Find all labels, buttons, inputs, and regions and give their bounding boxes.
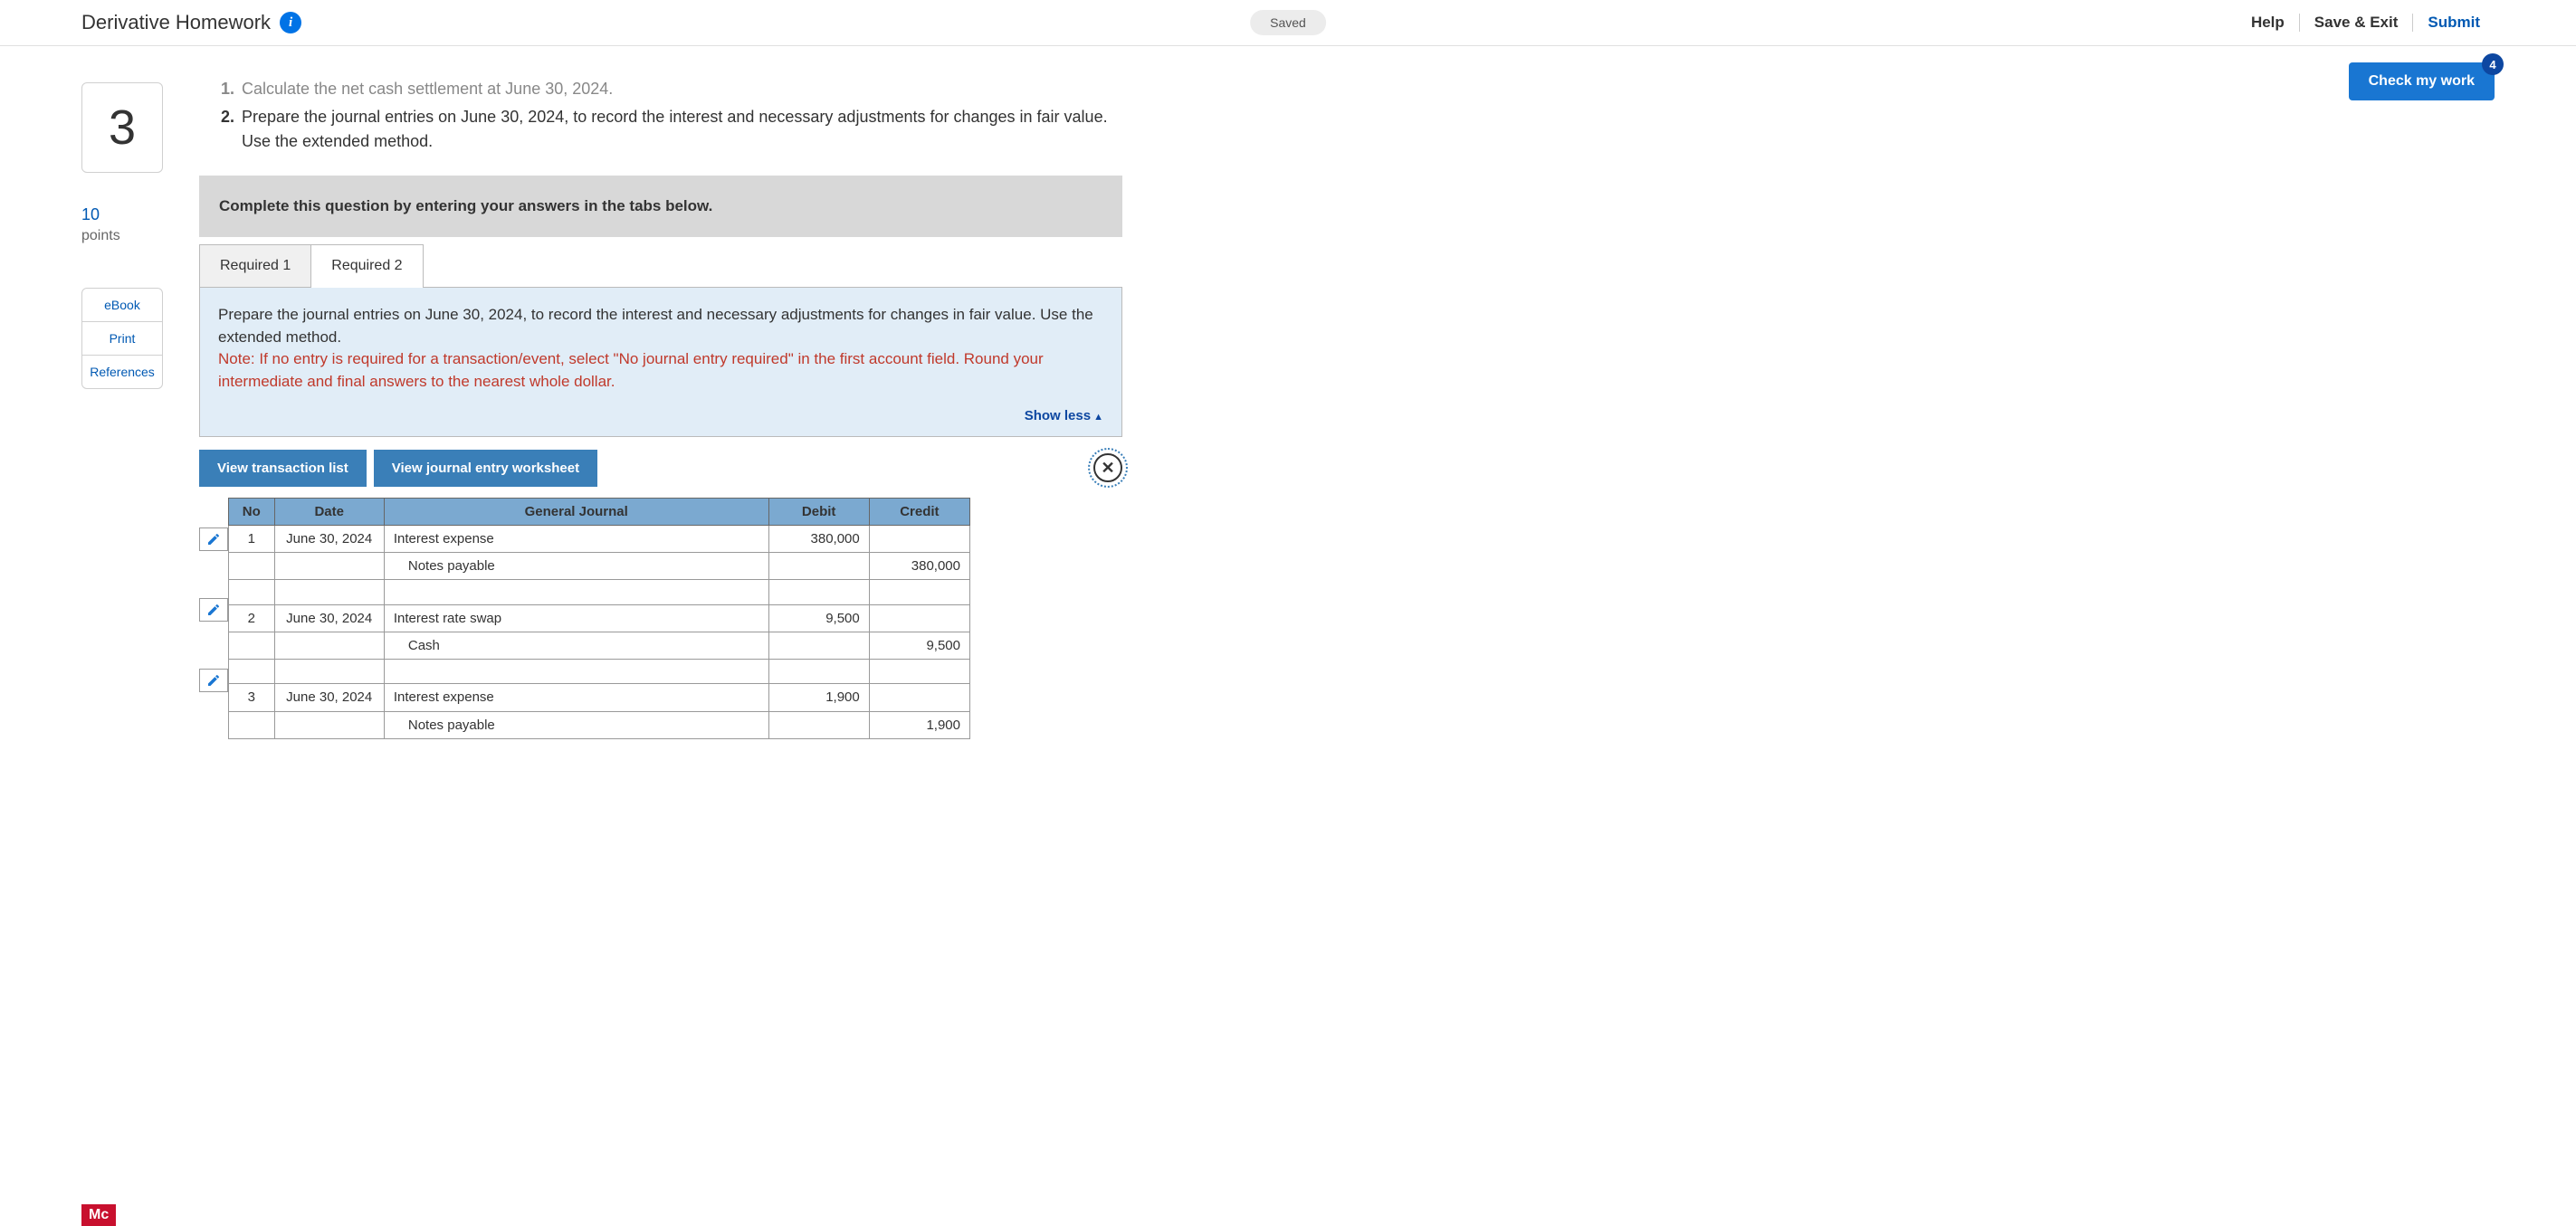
table-row: Notes payable 380,000 — [229, 552, 970, 579]
edit-row-button[interactable] — [199, 598, 228, 622]
help-link[interactable]: Help — [2237, 14, 2299, 32]
col-header-general-journal: General Journal — [384, 498, 768, 525]
cell-debit[interactable] — [768, 632, 869, 659]
cell-no[interactable] — [229, 711, 275, 738]
left-sidebar: 3 10 points eBook Print References — [81, 82, 163, 739]
cell-no[interactable]: 1 — [229, 525, 275, 552]
question-number-box: 3 — [81, 82, 163, 173]
references-link[interactable]: References — [82, 356, 162, 388]
tab-note: Note: If no entry is required for a tran… — [218, 348, 1103, 393]
instruction-1: 1. Calculate the net cash settlement at … — [221, 77, 1122, 101]
cell-account[interactable] — [384, 659, 768, 684]
edit-row-button[interactable] — [199, 527, 228, 551]
homework-title: Derivative Homework — [81, 11, 271, 34]
col-header-debit: Debit — [768, 498, 869, 525]
top-header: Derivative Homework i Saved Help Save & … — [0, 0, 2576, 46]
tab-required-2[interactable]: Required 2 — [310, 244, 423, 287]
cell-debit[interactable] — [768, 579, 869, 604]
submit-link[interactable]: Submit — [2413, 14, 2495, 32]
print-link[interactable]: Print — [82, 322, 162, 356]
cell-account[interactable]: Interest expense — [384, 684, 768, 711]
cell-no[interactable]: 2 — [229, 604, 275, 632]
content-column: 1. Calculate the net cash settlement at … — [199, 82, 1122, 739]
col-header-no: No — [229, 498, 275, 525]
col-header-credit: Credit — [869, 498, 969, 525]
attempts-badge: 4 — [2482, 53, 2504, 75]
cell-credit[interactable] — [869, 684, 969, 711]
cell-debit[interactable] — [768, 659, 869, 684]
tabs-row: Required 1 Required 2 — [199, 244, 1122, 288]
tab-required-1[interactable]: Required 1 — [199, 244, 311, 287]
cell-credit[interactable] — [869, 579, 969, 604]
cell-debit[interactable] — [768, 711, 869, 738]
table-row — [229, 579, 970, 604]
show-less-toggle[interactable]: Show less — [218, 408, 1103, 423]
edit-column — [199, 498, 228, 739]
cell-no[interactable] — [229, 632, 275, 659]
cell-no[interactable]: 3 — [229, 684, 275, 711]
cell-account[interactable]: Interest rate swap — [384, 604, 768, 632]
tab-instruction: Prepare the journal entries on June 30, … — [218, 304, 1103, 348]
table-row: 1June 30, 2024Interest expense380,000 — [229, 525, 970, 552]
cell-date[interactable] — [274, 659, 384, 684]
edit-row-button[interactable] — [199, 669, 228, 692]
cell-no[interactable] — [229, 552, 275, 579]
cell-credit[interactable] — [869, 659, 969, 684]
saved-status: Saved — [1250, 10, 1326, 35]
table-row: 3June 30, 2024Interest expense1,900 — [229, 684, 970, 711]
table-row: Notes payable 1,900 — [229, 711, 970, 738]
tab-content: Prepare the journal entries on June 30, … — [199, 288, 1122, 437]
close-icon[interactable]: ✕ — [1093, 453, 1122, 482]
tabs-banner: Complete this question by entering your … — [199, 176, 1122, 237]
cell-date[interactable] — [274, 632, 384, 659]
cell-account[interactable] — [384, 579, 768, 604]
table-row: Cash 9,500 — [229, 632, 970, 659]
publisher-logo: Mc — [81, 1204, 116, 1226]
cell-date[interactable] — [274, 579, 384, 604]
cell-credit[interactable] — [869, 525, 969, 552]
check-my-work-button[interactable]: Check my work 4 — [2349, 62, 2495, 100]
pencil-icon — [206, 532, 221, 546]
cell-date[interactable]: June 30, 2024 — [274, 684, 384, 711]
cell-date[interactable] — [274, 552, 384, 579]
pencil-icon — [206, 673, 221, 688]
table-row — [229, 659, 970, 684]
cell-credit[interactable]: 380,000 — [869, 552, 969, 579]
header-actions: Help Save & Exit Submit — [2237, 14, 2495, 32]
cell-date[interactable] — [274, 711, 384, 738]
cell-credit[interactable]: 1,900 — [869, 711, 969, 738]
pencil-icon — [206, 603, 221, 617]
view-transaction-list-button[interactable]: View transaction list — [199, 450, 367, 487]
check-my-work-label: Check my work — [2369, 73, 2475, 89]
view-journal-worksheet-button[interactable]: View journal entry worksheet — [374, 450, 597, 487]
cell-account[interactable]: Notes payable — [384, 711, 768, 738]
ebook-link[interactable]: eBook — [82, 289, 162, 322]
cell-credit[interactable] — [869, 604, 969, 632]
cell-debit[interactable] — [768, 552, 869, 579]
col-header-date: Date — [274, 498, 384, 525]
cell-no[interactable] — [229, 659, 275, 684]
cell-date[interactable]: June 30, 2024 — [274, 604, 384, 632]
cell-debit[interactable]: 1,900 — [768, 684, 869, 711]
cell-credit[interactable]: 9,500 — [869, 632, 969, 659]
table-row: 2June 30, 2024Interest rate swap9,500 — [229, 604, 970, 632]
points-label: points — [81, 228, 163, 244]
cell-date[interactable]: June 30, 2024 — [274, 525, 384, 552]
save-exit-link[interactable]: Save & Exit — [2300, 14, 2413, 32]
cell-debit[interactable]: 9,500 — [768, 604, 869, 632]
points-value: 10 — [81, 205, 163, 224]
instruction-2: 2. Prepare the journal entries on June 3… — [221, 105, 1122, 154]
cell-account[interactable]: Notes payable — [384, 552, 768, 579]
cell-account[interactable]: Cash — [384, 632, 768, 659]
cell-debit[interactable]: 380,000 — [768, 525, 869, 552]
cell-no[interactable] — [229, 579, 275, 604]
journal-table: No Date General Journal Debit Credit 1Ju… — [228, 498, 970, 739]
info-icon[interactable]: i — [280, 12, 301, 33]
cell-account[interactable]: Interest expense — [384, 525, 768, 552]
